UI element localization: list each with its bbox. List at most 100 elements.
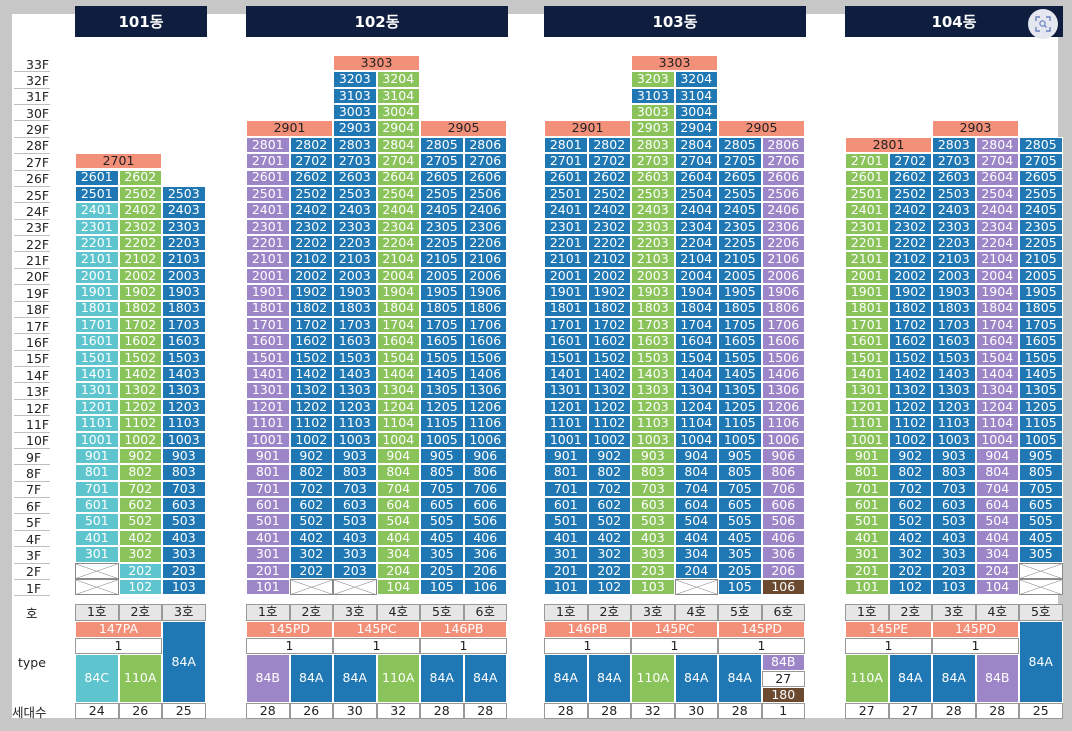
unit-cell: 2203 (333, 235, 377, 252)
unit-cell: 3203 (333, 71, 377, 88)
unit-cell: 706 (463, 480, 507, 498)
unit-cell: 1403 (333, 366, 377, 383)
type-cell: 84A (333, 654, 377, 703)
unit-cell: 203 (631, 562, 675, 579)
type-code-cell: 145PC (631, 621, 718, 638)
unit-cell: 2101 (246, 251, 290, 268)
unit-cell: 302 (888, 546, 932, 563)
unit-cell: 2002 (888, 267, 932, 285)
type-cell: 84A (420, 654, 464, 703)
ho-cell: 6호 (761, 604, 805, 621)
type-code-cell: 146PB (420, 621, 507, 638)
unit-cell: 202 (888, 562, 932, 579)
unit-cell: 1806 (761, 300, 805, 317)
unit-cell: 2501 (544, 185, 588, 203)
unit-cell: 2204 (376, 235, 420, 252)
unit-cell: 2202 (289, 235, 333, 252)
ho-cell: 1호 (845, 604, 889, 621)
type-cell: 84B (975, 654, 1019, 703)
unit-cell: 2205 (1019, 235, 1063, 252)
type-count-cell: 1 (420, 638, 507, 654)
floor-label: 13F (26, 384, 50, 400)
unit-cell: 1602 (289, 333, 333, 350)
ho-cell: 5호 (420, 604, 464, 621)
unit-cell: 401 (75, 529, 119, 547)
unit-cell: 1606 (761, 333, 805, 350)
unit-cell: 2203 (162, 235, 206, 252)
unit-cell: 1005 (1019, 431, 1063, 448)
unit-cell: 101 (544, 579, 588, 596)
unit-cell: 1101 (75, 415, 119, 432)
unit-cell: 2103 (333, 251, 377, 268)
floor-label: 15F (26, 351, 50, 367)
unit-cell: 703 (333, 480, 377, 498)
unit-cell: 2403 (631, 202, 675, 219)
unit-cell: 1101 (544, 415, 588, 432)
unit-cell: 2704 (376, 153, 420, 170)
unit-cell: 1202 (587, 398, 631, 416)
unit-cell: 1401 (75, 366, 119, 383)
unit-cell: 1602 (118, 333, 162, 350)
unit-cell: 1103 (162, 415, 206, 432)
unit-cell: 1401 (544, 366, 588, 383)
type-cell: 84A (544, 654, 588, 703)
unit-cell: 1703 (162, 316, 206, 334)
floor-divider (14, 169, 50, 171)
unit-cell: 1101 (246, 415, 290, 432)
unit-cell: 305 (1019, 546, 1063, 563)
unit-cell: 504 (674, 513, 718, 530)
unit-cell: 2401 (845, 202, 889, 219)
unit-cell: 106 (463, 579, 507, 596)
unit-cell: 1105 (420, 415, 464, 432)
unit-cell: 1302 (888, 382, 932, 399)
ho-cell: 1호 (246, 604, 290, 621)
unit-cell: 1305 (420, 382, 464, 399)
unit-cell: 2702 (587, 153, 631, 170)
pilotis-cell (674, 579, 718, 596)
unit-cell: 1004 (975, 431, 1019, 448)
penthouse-cell: 2901 (544, 120, 631, 137)
floor-label: 19F (26, 285, 50, 301)
unit-cell: 202 (587, 562, 631, 579)
unit-cell: 1303 (162, 382, 206, 399)
unit-cell: 1803 (333, 300, 377, 317)
unit-cell: 2606 (463, 169, 507, 186)
unit-cell: 2604 (975, 169, 1019, 186)
unit-cell: 2302 (888, 218, 932, 235)
unit-cell: 301 (75, 546, 119, 563)
units-cell: 28 (975, 703, 1019, 719)
unit-cell: 402 (888, 529, 932, 547)
floor-label: 26F (26, 171, 50, 187)
unit-cell: 1503 (932, 349, 976, 367)
unit-cell: 2404 (975, 202, 1019, 219)
unit-cell: 1403 (631, 366, 675, 383)
unit-cell: 1902 (118, 284, 162, 301)
units-cell: 26 (289, 703, 333, 719)
type-code-cell: 146PB (544, 621, 631, 638)
unit-cell: 1905 (718, 284, 762, 301)
floor-divider (14, 398, 50, 400)
unit-cell: 2605 (1019, 169, 1063, 186)
units-cell: 30 (333, 703, 377, 719)
unit-cell: 1501 (246, 349, 290, 367)
unit-cell: 2601 (75, 169, 119, 186)
zoom-icon[interactable] (1028, 9, 1058, 39)
floor-label: 1F (26, 580, 42, 596)
unit-cell: 602 (289, 497, 333, 514)
unit-cell: 1603 (333, 333, 377, 350)
unit-cell: 2402 (289, 202, 333, 219)
unit-cell: 2104 (376, 251, 420, 268)
unit-cell: 603 (162, 497, 206, 514)
floor-divider (14, 251, 50, 253)
unit-cell: 2806 (463, 136, 507, 154)
unit-cell: 2203 (631, 235, 675, 252)
unit-cell: 1506 (463, 349, 507, 367)
type-cell: 84A (932, 654, 976, 703)
unit-cell: 1605 (420, 333, 464, 350)
unit-cell: 403 (162, 529, 206, 547)
unit-cell: 2501 (246, 185, 290, 203)
ho-cell: 3호 (631, 604, 675, 621)
unit-cell: 2104 (674, 251, 718, 268)
unit-cell: 1702 (587, 316, 631, 334)
unit-cell: 204 (975, 562, 1019, 579)
